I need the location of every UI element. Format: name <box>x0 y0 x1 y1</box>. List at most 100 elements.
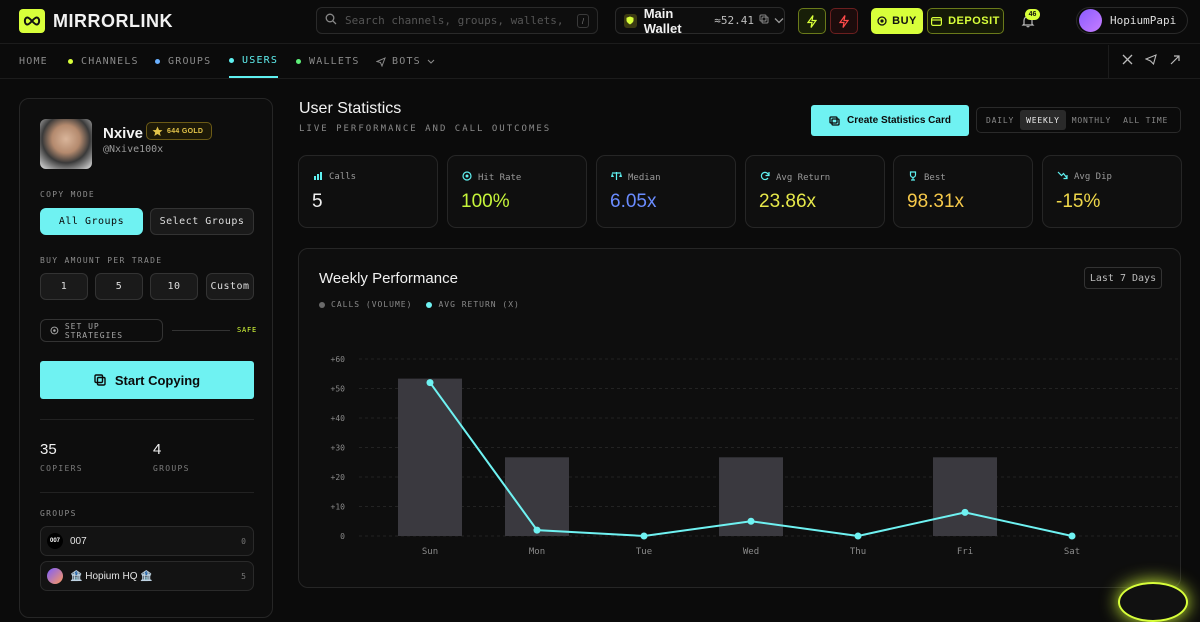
tab-weekly[interactable]: WEEKLY <box>1020 110 1066 130</box>
weekly-performance-card: Weekly Performance Last 7 Days CALLS (VO… <box>298 248 1181 588</box>
search-box[interactable]: / <box>316 7 598 34</box>
legend-calls: CALLS (VOLUME) <box>331 300 413 309</box>
safe-indicator: SAFE <box>237 326 258 334</box>
chevron-down-icon <box>427 59 435 64</box>
rank-badge: 644 GOLD <box>146 122 212 140</box>
buy-label: BUY <box>892 15 917 27</box>
y-tick-label: +50 <box>331 385 346 394</box>
x-tick-label: Mon <box>529 547 545 557</box>
nav-bots[interactable]: BOTS <box>376 45 435 78</box>
star-icon <box>152 126 163 136</box>
stat-card-median: Median 6.05x <box>596 155 736 228</box>
stat-card-avg-dip: Avg Dip -15% <box>1042 155 1182 228</box>
wallet-icon <box>931 17 943 26</box>
quick-sell-button[interactable] <box>830 8 858 34</box>
bar-fri[interactable] <box>933 457 997 536</box>
send-icon <box>376 56 386 67</box>
copy-mode-label: COPY MODE <box>40 190 96 199</box>
amount-10-button[interactable]: 10 <box>150 273 198 300</box>
floating-action-button[interactable] <box>1118 582 1188 622</box>
wallet-selector[interactable]: Main Wallet ≈52.41 <box>615 6 785 36</box>
y-tick-label: 0 <box>340 532 345 541</box>
group-avatar: 007 <box>47 533 63 549</box>
start-copying-button[interactable]: Start Copying <box>40 361 254 399</box>
point-tue[interactable] <box>640 532 648 540</box>
select-groups-button[interactable]: Select Groups <box>150 208 254 235</box>
group-count: 0 <box>241 536 246 546</box>
point-fri[interactable] <box>961 508 969 516</box>
x-tick-label: Sat <box>1064 547 1080 557</box>
quick-buy-button[interactable] <box>798 8 826 34</box>
stat-label: Avg Dip <box>1057 171 1112 183</box>
range-selector[interactable]: Last 7 Days <box>1084 267 1162 289</box>
nav-wallets[interactable]: WALLETS <box>296 45 360 78</box>
nav-channels[interactable]: CHANNELS <box>68 45 139 78</box>
point-mon[interactable] <box>533 526 541 534</box>
deposit-button[interactable]: DEPOSIT <box>927 8 1004 34</box>
point-wed[interactable] <box>747 517 755 525</box>
stat-label-text: Avg Return <box>776 172 831 183</box>
stat-label: Hit Rate <box>462 171 521 184</box>
stat-label-text: Best <box>924 172 946 183</box>
setup-strategies-button[interactable]: SET UP STRATEGIES <box>40 319 163 342</box>
nav-groups[interactable]: GROUPS <box>155 45 211 78</box>
stat-value: 5 <box>312 191 323 212</box>
status-dot <box>296 59 301 64</box>
telegram-icon[interactable] <box>1144 54 1157 68</box>
groups-label: GROUPS <box>153 464 190 473</box>
stat-value: 100% <box>461 191 510 212</box>
status-dot <box>155 59 160 64</box>
tab-all-time[interactable]: ALL TIME <box>1123 115 1169 125</box>
tab-daily[interactable]: DAILY <box>986 115 1015 125</box>
point-sat[interactable] <box>1068 532 1076 540</box>
external-link-icon[interactable] <box>1170 54 1181 68</box>
bar-mon[interactable] <box>505 457 569 536</box>
create-statistics-card-label: Create Statistics Card <box>847 115 951 126</box>
app-name: MIRRORLINK <box>53 10 173 31</box>
buy-button[interactable]: BUY <box>871 8 923 34</box>
all-groups-button[interactable]: All Groups <box>40 208 143 235</box>
amount-5-button[interactable]: 5 <box>95 273 143 300</box>
legend-swatch-return <box>426 301 433 308</box>
group-row[interactable]: 007 007 0 <box>40 526 254 556</box>
search-input[interactable] <box>345 14 567 27</box>
start-copying-label: Start Copying <box>114 372 201 388</box>
x-twitter-icon[interactable] <box>1122 54 1133 68</box>
lightning-icon <box>807 14 817 28</box>
amount-1-button[interactable]: 1 <box>40 273 88 300</box>
point-thu[interactable] <box>854 532 862 540</box>
search-icon <box>325 12 337 30</box>
notification-count: 46 <box>1025 9 1040 20</box>
profile-handle: @Nxive100x <box>103 144 164 155</box>
copy-icon[interactable] <box>759 14 769 27</box>
logo[interactable]: MIRRORLINK <box>19 9 173 33</box>
stat-card-avg-return: Avg Return 23.86x <box>745 155 885 228</box>
legend-swatch-calls <box>319 301 325 308</box>
settings-icon <box>50 326 59 335</box>
stat-value: 98.31x <box>907 191 965 212</box>
group-count: 5 <box>241 571 246 581</box>
deposit-label: DEPOSIT <box>948 15 1000 27</box>
profile-name: Nxive <box>103 125 144 142</box>
create-statistics-card-button[interactable]: Create Statistics Card <box>811 105 969 136</box>
tab-monthly[interactable]: MONTHLY <box>1071 115 1112 125</box>
divider <box>1108 45 1109 78</box>
y-tick-label: +10 <box>331 503 346 512</box>
profile-picture <box>40 119 92 169</box>
group-row[interactable]: 🏦 Hopium HQ 🏦 5 <box>40 561 254 591</box>
copy-icon <box>94 374 106 386</box>
search-shortcut: / <box>577 14 589 28</box>
group-name: 007 <box>70 535 87 547</box>
bar-sun[interactable] <box>398 378 462 536</box>
chevron-down-icon <box>774 15 784 27</box>
y-tick-label: +60 <box>331 355 346 364</box>
wallet-amount: ≈52.41 <box>714 14 754 27</box>
amount-custom-button[interactable]: Custom <box>206 273 254 300</box>
username: HopiumPapi <box>1110 14 1177 27</box>
user-menu[interactable]: HopiumPapi <box>1076 7 1188 34</box>
target-icon <box>462 171 472 184</box>
nav-users[interactable]: USERS <box>229 45 279 78</box>
groups-section-label: GROUPS <box>40 509 77 518</box>
nav-home[interactable]: HOME <box>19 45 48 78</box>
point-sun[interactable] <box>426 379 434 387</box>
